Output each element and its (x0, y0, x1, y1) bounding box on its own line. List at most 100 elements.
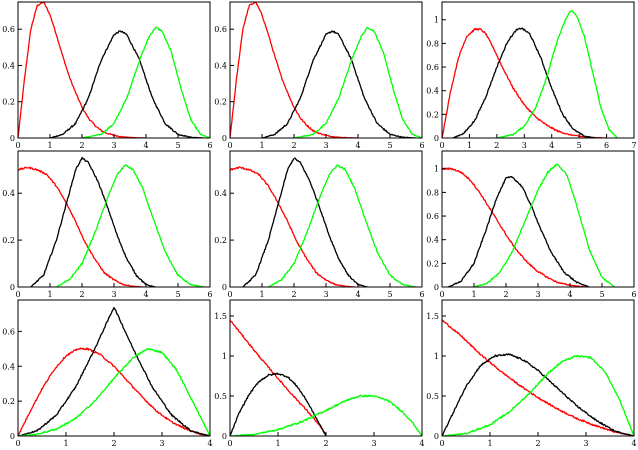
y-tick-label: 0 (434, 283, 439, 292)
x-tick-label: 6 (419, 141, 424, 150)
x-tick-label: 2 (535, 439, 540, 448)
x-tick-label: 3 (111, 141, 116, 150)
y-tick-label: 0 (434, 134, 439, 143)
x-tick-label: 1 (259, 290, 264, 299)
series-line-1 (18, 347, 210, 436)
x-tick-label: 1 (487, 439, 492, 448)
x-tick-label: 7 (631, 141, 636, 150)
x-tick-label: 6 (207, 290, 212, 299)
x-tick-label: 2 (323, 439, 328, 448)
series-line-1 (442, 167, 587, 287)
plot-frame (441, 299, 635, 437)
y-tick-label: 1 (434, 352, 439, 361)
x-tick-label: 1 (275, 439, 280, 448)
plot-frame (17, 299, 211, 437)
series-line-1 (18, 166, 143, 287)
x-tick-label: 5 (387, 290, 392, 299)
x-tick-label: 0 (227, 141, 232, 150)
y-tick-label: 0 (434, 432, 439, 441)
x-tick-label: 2 (111, 439, 116, 448)
plot-frame (17, 1, 211, 139)
series-line-1 (230, 2, 359, 138)
x-tick-label: 5 (599, 290, 604, 299)
x-tick-label: 3 (371, 439, 376, 448)
series-line-2 (452, 27, 596, 138)
series-line-3 (473, 163, 615, 287)
series-line-3 (442, 354, 634, 436)
y-tick-label: 0.4 (2, 61, 15, 70)
y-tick-label: 1.5 (214, 312, 227, 321)
y-tick-label: 0.4 (426, 236, 439, 245)
x-tick-label: 1 (63, 439, 68, 448)
panel-1: 0 1 2 3 4 5 6 0 0.2 0.4 0.6 (2, 1, 213, 150)
series-line-2 (230, 372, 327, 436)
x-tick-label: 4 (355, 290, 360, 299)
series-line-1 (442, 319, 634, 436)
x-tick-label: 2 (79, 141, 84, 150)
y-tick-label: 0.4 (2, 362, 15, 371)
x-tick-label: 1 (259, 141, 264, 150)
y-tick-label: 0.2 (426, 110, 439, 119)
y-tick-label: 0.4 (214, 189, 227, 198)
panel-5: 0 1 2 3 4 5 6 0 0.2 0.4 (214, 150, 425, 299)
x-tick-label: 1 (471, 290, 476, 299)
y-tick-label: 0.6 (214, 25, 227, 34)
x-tick-label: 0 (15, 290, 20, 299)
x-tick-label: 5 (175, 141, 180, 150)
x-tick-label: 3 (535, 290, 540, 299)
x-tick-label: 4 (143, 141, 148, 150)
series-line-3 (293, 26, 422, 138)
x-tick-label: 6 (604, 141, 609, 150)
y-tick-label: 0 (10, 283, 15, 292)
y-tick-label: 0.5 (214, 392, 227, 401)
x-tick-label: 0 (439, 290, 444, 299)
y-tick-label: 0.6 (2, 25, 15, 34)
y-tick-label: 0 (10, 134, 15, 143)
x-tick-label: 6 (207, 141, 212, 150)
x-tick-label: 2 (503, 290, 508, 299)
y-tick-label: 0 (222, 432, 227, 441)
x-tick-label: 3 (522, 141, 527, 150)
x-tick-label: 3 (159, 439, 164, 448)
x-tick-label: 4 (143, 290, 148, 299)
series-line-2 (18, 307, 210, 436)
y-tick-label: 1 (222, 352, 227, 361)
series-line-3 (56, 164, 204, 287)
y-tick-label: 0.4 (214, 61, 227, 70)
x-tick-label: 0 (439, 141, 444, 150)
x-tick-label: 3 (323, 290, 328, 299)
panel-4: 0 1 2 3 4 5 6 0 0.2 0.4 (2, 150, 213, 299)
panel-8: 0 1 2 3 4 0 0.5 1 1.5 (214, 299, 425, 448)
y-tick-label: 0.4 (426, 87, 439, 96)
x-tick-label: 2 (291, 290, 296, 299)
x-tick-label: 6 (631, 290, 636, 299)
x-tick-label: 3 (323, 141, 328, 150)
panel-9: 0 1 2 3 4 0 0.5 1 1.5 (426, 299, 637, 448)
y-tick-label: 0 (222, 134, 227, 143)
y-tick-label: 0.8 (426, 39, 439, 48)
x-tick-label: 5 (577, 141, 582, 150)
y-tick-label: 0.2 (2, 397, 15, 406)
y-tick-label: 0.2 (214, 98, 227, 107)
panel-3: 0 1 2 3 4 5 6 7 0 0.2 0.4 0.6 0.8 1 (426, 1, 637, 150)
series-line-3 (18, 347, 210, 436)
series-line-2 (30, 156, 156, 287)
panel-6: 0 1 2 3 4 5 6 0 0.2 0.4 0.6 0.8 1 (426, 150, 637, 299)
plot-frame (229, 1, 423, 139)
x-tick-label: 4 (631, 439, 636, 448)
x-tick-label: 0 (439, 439, 444, 448)
y-tick-label: 0.6 (426, 63, 439, 72)
series-line-3 (230, 394, 422, 436)
x-tick-label: 0 (227, 439, 232, 448)
series-line-3 (496, 10, 618, 138)
y-tick-label: 0 (222, 283, 227, 292)
y-tick-label: 0.8 (426, 188, 439, 197)
x-tick-label: 0 (15, 439, 20, 448)
y-tick-label: 0.2 (214, 236, 227, 245)
x-tick-label: 6 (419, 290, 424, 299)
y-tick-label: 0.2 (2, 98, 15, 107)
series-line-1 (230, 166, 355, 287)
x-tick-label: 2 (494, 141, 499, 150)
x-tick-label: 4 (549, 141, 554, 150)
y-tick-label: 1 (434, 165, 439, 174)
